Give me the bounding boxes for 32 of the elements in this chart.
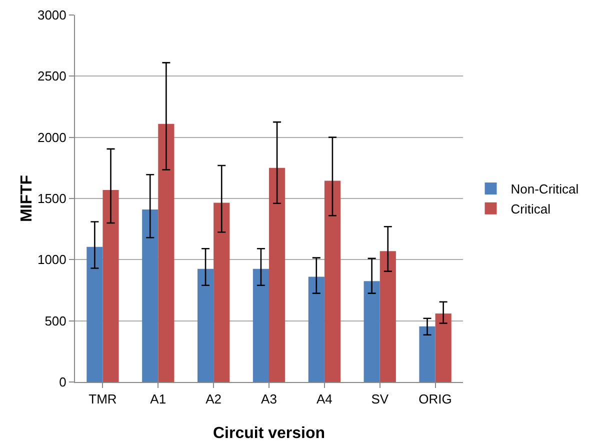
y-tick-label: 2500 [37,68,66,84]
bar [252,268,269,382]
y-axis-title: MIFTF [18,174,36,222]
legend-label: Critical [510,201,551,216]
bar [198,268,214,382]
bar [308,276,324,382]
bar [419,326,436,382]
bar [269,168,286,382]
x-tick-label: A2 [206,392,222,407]
y-tick-label: 1500 [37,191,66,206]
x-tick-label: A1 [150,392,166,407]
x-tick-label: A4 [316,392,332,407]
x-axis-title: Circuit version [212,425,326,442]
y-tick-label: 1000 [37,252,66,268]
bar [102,190,119,382]
x-tick-label: ORIG [418,392,452,407]
bar [142,210,158,382]
y-tick-label: 2000 [37,130,66,145]
bar [435,313,452,382]
y-tick-label: 500 [44,313,66,328]
y-tick-label: 0 [59,374,66,390]
x-tick-label: A3 [261,392,277,407]
bar [364,281,380,382]
x-tick-label: SV [371,392,389,407]
legend-label: Non-Critical [510,182,579,197]
bar [380,251,396,382]
bar [214,202,230,382]
y-tick-label: 3000 [37,8,66,23]
bar [86,246,103,382]
bar [324,180,340,382]
bar [158,124,174,382]
x-tick-label: TMR [88,392,117,407]
